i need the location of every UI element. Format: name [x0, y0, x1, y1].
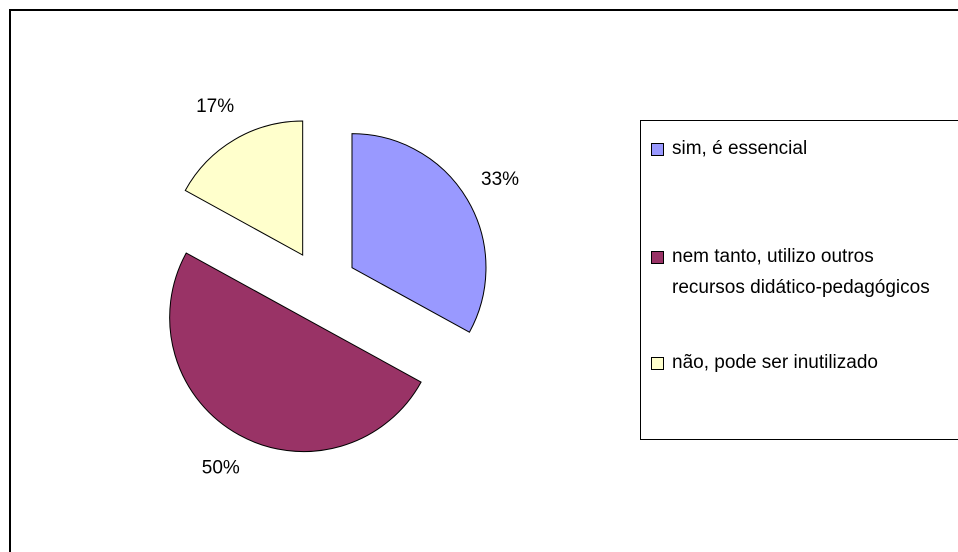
legend-swatch	[651, 251, 664, 264]
legend-item: nem tanto, utilizo outros recursos didát…	[651, 241, 951, 303]
legend-swatch	[651, 143, 664, 156]
slice-label: 17%	[196, 96, 234, 117]
slice-label: 50%	[202, 457, 240, 478]
chart-border	[9, 9, 958, 552]
legend-item: não, pode ser inutilizado	[651, 347, 951, 378]
pie-slice	[184, 120, 304, 256]
slice-label: 33%	[481, 169, 519, 190]
legend-label: sim, é essencial	[672, 138, 808, 159]
pie-slice	[351, 133, 487, 333]
legend-item: sim, é essencial	[651, 133, 951, 164]
legend-label: não, pode ser inutilizado	[672, 352, 878, 373]
legend-swatch	[651, 357, 664, 370]
legend-label: nem tanto, utilizo outros recursos didát…	[672, 246, 930, 298]
pie-slice	[169, 252, 422, 452]
legend: sim, é essencial nem tanto, utilizo outro…	[640, 120, 958, 440]
